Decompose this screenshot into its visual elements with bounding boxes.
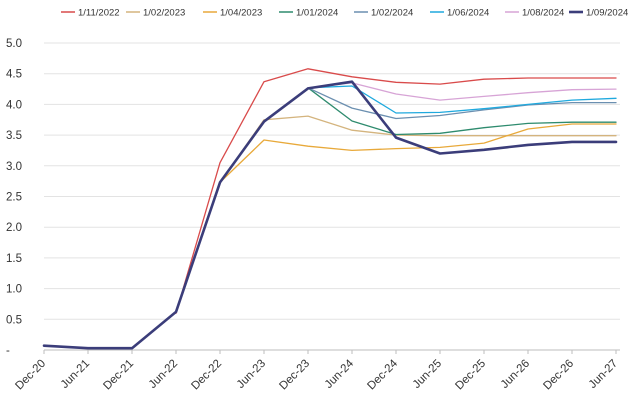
x-tick-label: Jun-22 [147,358,180,391]
series-line [175,68,617,314]
y-tick-label: 1.0 [6,284,22,296]
x-tick-label: Dec-26 [541,358,576,393]
y-tick-label: 2.5 [6,192,22,204]
y-tick-label: 4.0 [6,99,22,111]
series-line [219,115,617,184]
legend-label: 1/11/2022 [78,8,120,19]
x-tick-label: Dec-20 [13,358,48,393]
x-tick-label: Jun-26 [499,358,532,391]
x-tick-label: Jun-27 [587,358,620,391]
x-tick-label: Dec-21 [101,358,136,393]
x-tick-label: Dec-22 [189,358,224,393]
y-tick-label: 1.5 [6,253,22,265]
legend-label: 1/09/2024 [586,8,628,19]
series-line [42,80,618,350]
y-tick-label: 3.0 [6,161,22,173]
y-tick-label: 0.5 [6,314,22,326]
x-tick-label: Dec-23 [277,358,312,393]
x-tick-label: Jun-24 [323,357,357,391]
legend-label: 1/06/2024 [447,8,489,19]
y-tick-label: 5.0 [6,38,22,50]
y-tick-label: 4.5 [6,69,22,81]
x-tick-label: Jun-23 [235,358,268,391]
series-line [219,123,617,184]
legend-label: 1/02/2023 [143,8,185,19]
x-tick-label: Jun-21 [59,358,92,391]
x-tick-label: Dec-25 [453,358,488,393]
legend-label: 1/01/2024 [296,8,338,19]
series-line [307,87,617,136]
y-tick-label: 2.0 [6,222,22,234]
y-tick-label: 3.5 [6,130,22,142]
x-tick-label: Dec-24 [365,357,400,392]
y-tick-label: - [6,345,10,357]
legend-label: 1/08/2024 [522,8,564,19]
legend-label: 1/02/2024 [371,8,413,19]
x-tick-label: Jun-25 [411,358,444,391]
legend-label: 1/04/2023 [220,8,262,19]
series-line [307,82,617,101]
series-line [307,87,617,120]
